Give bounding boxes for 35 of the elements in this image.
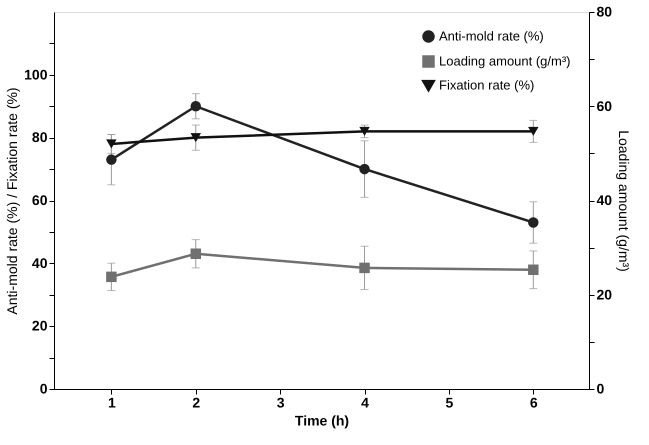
x-tick-label: 5 xyxy=(446,394,454,410)
y-tick-label: 0 xyxy=(40,380,48,396)
y-axis-title: Anti-mold rate (%) / Fixation rate (%) xyxy=(4,87,20,315)
point xyxy=(190,133,202,142)
y2-axis-title: Loading amount (g/m³) xyxy=(616,130,632,272)
x-axis-title: Time (h) xyxy=(294,412,350,428)
point xyxy=(106,154,117,165)
point xyxy=(528,217,539,228)
point xyxy=(528,264,539,276)
point xyxy=(190,101,202,112)
point xyxy=(359,164,370,174)
y-tick-label: 60 xyxy=(32,192,48,208)
point xyxy=(359,262,370,274)
y2-tick-label: 80 xyxy=(596,4,612,20)
point xyxy=(106,272,117,282)
point xyxy=(359,126,370,136)
y-tick-label: 40 xyxy=(32,254,48,271)
y2-tick-label: 40 xyxy=(596,192,612,208)
point xyxy=(106,139,117,148)
point xyxy=(190,248,202,259)
x-tick-label: 1 xyxy=(108,394,116,410)
y2-tick-label: 0 xyxy=(596,380,604,396)
x-tick-label: 2 xyxy=(192,394,200,410)
x-tick-label: 6 xyxy=(530,394,538,410)
y2-tick-label: 20 xyxy=(596,286,612,302)
x-tick-label: 4 xyxy=(361,394,370,410)
legend-label: Fixation rate (%) xyxy=(439,78,534,92)
y-tick-label: 80 xyxy=(32,129,48,146)
point xyxy=(528,126,539,136)
y-tick-label: 100 xyxy=(24,66,48,82)
y2-tick-label: 60 xyxy=(596,98,612,114)
legend-label: Loading amount (g/m³) xyxy=(439,54,571,68)
legend-label: Anti-mold rate (%) xyxy=(439,28,544,44)
x-tick-label: 3 xyxy=(276,394,285,410)
y-tick-label: 20 xyxy=(32,318,48,334)
